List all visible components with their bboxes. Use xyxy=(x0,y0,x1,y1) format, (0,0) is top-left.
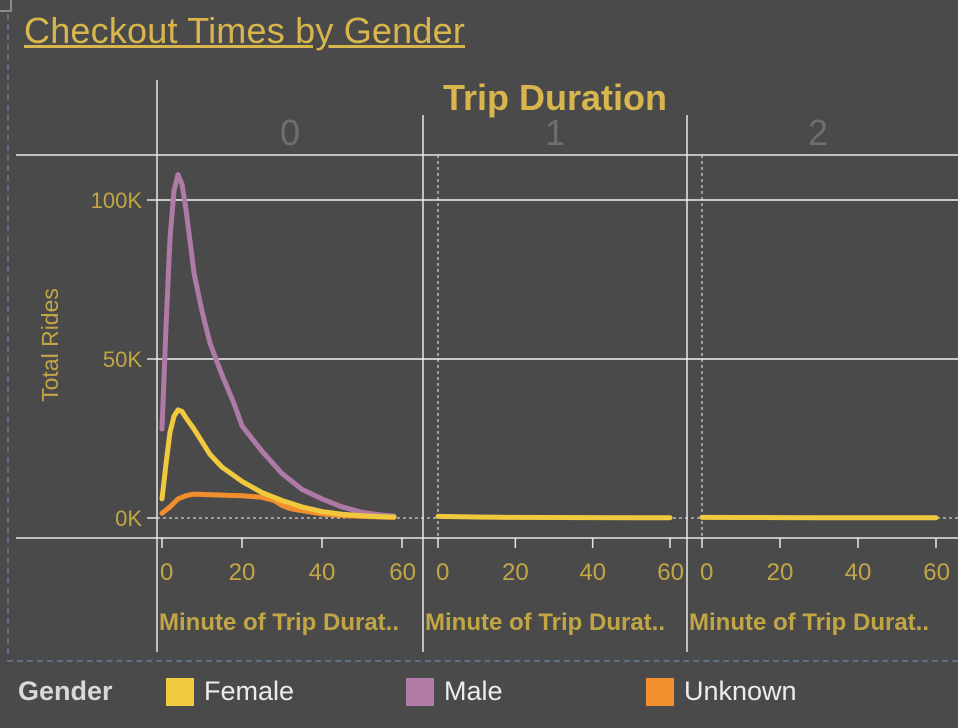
legend-label-female: Female xyxy=(204,676,295,706)
panel-label: 1 xyxy=(545,112,565,153)
legend-label-unknown: Unknown xyxy=(684,676,797,706)
x-tick-label: 0 xyxy=(160,559,173,586)
series-layer xyxy=(159,172,939,521)
x-tick-label: 60 xyxy=(657,559,684,586)
x-tick-label: 20 xyxy=(767,559,794,586)
x-axis-ticks: 0 20 40 60 0 20 40 60 0 20 40 60 xyxy=(160,538,950,586)
dashboard-border-bottom xyxy=(7,660,958,662)
x-tick-label: 40 xyxy=(309,559,336,586)
legend: Gender Female Male Unknown xyxy=(18,672,948,712)
x-tick-label: 60 xyxy=(389,559,416,586)
series-line-female xyxy=(159,407,397,520)
panel-label: 0 xyxy=(280,112,300,153)
corner-marker xyxy=(0,0,12,12)
x-axis-title: Minute of Trip Durat.. xyxy=(425,609,665,636)
series-line-male xyxy=(159,172,397,519)
legend-label-male: Male xyxy=(444,676,503,706)
y-axis-ticks: 0K 50K 100K xyxy=(91,188,157,531)
x-tick-label: 20 xyxy=(502,559,529,586)
x-axis-title: Minute of Trip Durat.. xyxy=(159,609,399,636)
panel-label: 2 xyxy=(808,112,828,153)
dashboard-border-left xyxy=(7,14,9,654)
legend-swatch-female xyxy=(166,678,194,706)
x-tick-label: 0 xyxy=(700,559,713,586)
y-tick-label: 50K xyxy=(103,347,142,372)
x-tick-label: 60 xyxy=(923,559,950,586)
y-tick-label: 0K xyxy=(115,506,142,531)
y-tick-label: 100K xyxy=(91,188,143,213)
chart-title[interactable]: Checkout Times by Gender xyxy=(24,10,466,51)
x-tick-label: 0 xyxy=(436,559,449,586)
x-tick-label: 40 xyxy=(845,559,872,586)
x-tick-label: 40 xyxy=(579,559,606,586)
x-axis-title: Minute of Trip Durat.. xyxy=(689,609,929,636)
legend-title: Gender xyxy=(18,676,113,706)
x-tick-label: 20 xyxy=(229,559,256,586)
y-axis-title: Total Rides xyxy=(37,288,63,402)
x-axis-titles: Minute of Trip Durat.. Minute of Trip Dur… xyxy=(159,609,929,636)
panel-labels: 0 1 2 xyxy=(280,112,828,153)
column-header: Trip Duration xyxy=(443,77,667,118)
chart-frame xyxy=(16,80,958,652)
legend-swatch-male xyxy=(406,678,434,706)
series-line-female xyxy=(435,513,673,521)
legend-swatch-unknown xyxy=(646,678,674,706)
